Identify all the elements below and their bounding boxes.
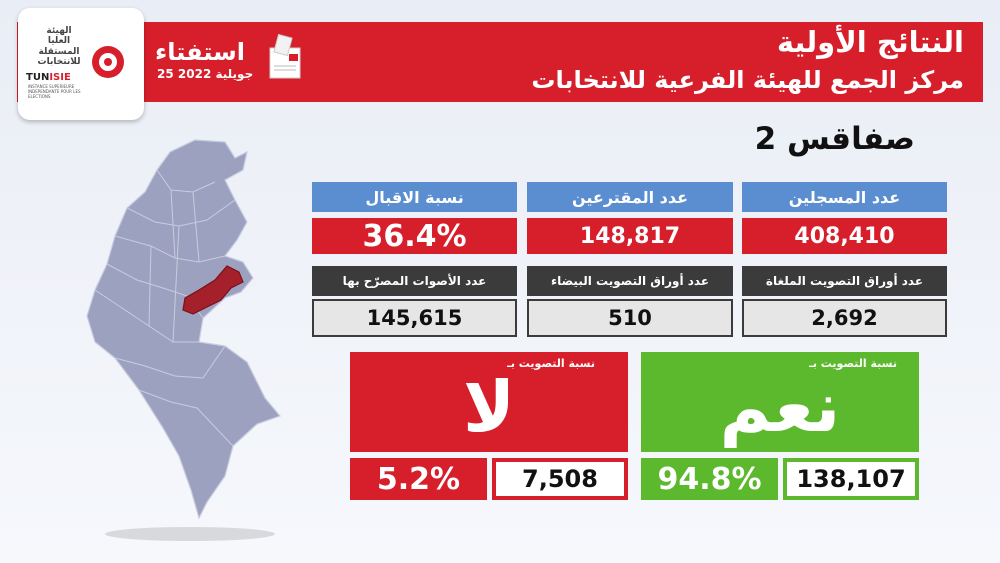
referendum-word: استفتاء <box>155 38 245 66</box>
no-vote-word: لا <box>462 366 516 448</box>
page-title: النتائج الأولية <box>776 25 964 59</box>
tunisia-map-icon <box>86 139 282 520</box>
blank-votes-label: عدد أوراق التصويت البيضاء <box>527 266 733 296</box>
ballot-box-icon <box>269 34 301 79</box>
yes-vote-label: نسبة التصويت بـ <box>809 357 897 370</box>
registered-value: 408,410 <box>742 218 947 254</box>
region-name: صفاقس 2 <box>754 121 915 157</box>
no-vote-count: 7,508 <box>492 458 628 500</box>
page-subtitle: مركز الجمع للهيئة الفرعية للانتخابات <box>531 66 964 94</box>
map-shadow <box>105 527 275 541</box>
yes-vote-word: نعم <box>719 366 841 448</box>
logo-arabic: الهيئة العليا المستقلة للانتخابات <box>37 26 81 68</box>
blank-votes-value: 510 <box>527 299 733 337</box>
no-vote-panel <box>350 352 628 452</box>
voters-value: 148,817 <box>527 218 733 254</box>
spoiled-votes-label: عدد أوراق التصويت الملغاة <box>742 266 947 296</box>
yes-vote-panel <box>641 352 919 452</box>
yes-vote-percent: 94.8% <box>641 458 778 500</box>
logo-subtext: INSTANCE SUPERIEURE INDEPENDANTE POUR LE… <box>28 84 81 99</box>
no-vote-label: نسبة التصويت بـ <box>507 357 595 370</box>
no-vote-percent: 5.2% <box>350 458 487 500</box>
valid-votes-label: عدد الأصوات المصرّح بها <box>312 266 517 296</box>
voters-label: عدد المقترعين <box>527 182 733 212</box>
turnout-value: 36.4% <box>312 218 517 254</box>
turnout-label: نسبة الاقبال <box>312 182 517 212</box>
logo-text: TUNISIE <box>26 72 71 83</box>
registered-label: عدد المسجلين <box>742 182 947 212</box>
yes-vote-count: 138,107 <box>783 458 919 500</box>
header-banner <box>17 22 983 102</box>
spoiled-votes-value: 2,692 <box>742 299 947 337</box>
referendum-date: 25 جويلية 2022 <box>157 67 254 81</box>
valid-votes-value: 145,615 <box>312 299 517 337</box>
